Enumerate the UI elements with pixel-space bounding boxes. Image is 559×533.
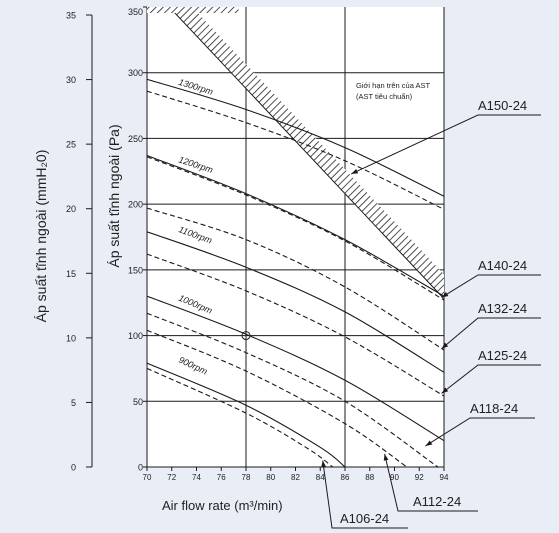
model-leader-A132-24: [441, 317, 541, 350]
model-arrow-A106-24: [321, 460, 326, 468]
x-tick-label-92: 92: [415, 473, 424, 482]
pa-tick-label-0: 0: [138, 463, 143, 473]
fan-curve-8: [147, 312, 439, 467]
left-tick-label-20: 20: [66, 204, 76, 214]
model-leader-A125-24: [441, 364, 541, 394]
x-tick-label-76: 76: [217, 473, 226, 482]
x-tick-label-90: 90: [390, 473, 399, 482]
left-tick-label-15: 15: [66, 269, 76, 279]
right-axis-title: Áp suất tĩnh ngoài (Pa): [106, 124, 122, 267]
fan-curve-11: [147, 367, 333, 467]
model-arrow-A132-24: [441, 342, 449, 349]
left-axis-title: Áp suất tĩnh ngoài (mmH₂0): [33, 150, 49, 323]
pa-tick-label-100: 100: [128, 331, 143, 341]
pa-tick-label-200: 200: [128, 200, 143, 210]
fan-curve-2: [147, 155, 444, 297]
fan-curve-9: [147, 329, 408, 467]
x-tick-label-70: 70: [143, 473, 152, 482]
pa-tick-label-300: 300: [128, 68, 143, 78]
x-tick-label-84: 84: [316, 473, 325, 482]
model-label-A132-24: A132-24: [478, 301, 527, 316]
left-tick-label-5: 5: [71, 398, 76, 408]
x-tick-label-86: 86: [341, 473, 350, 482]
fan-curve-3: [147, 156, 444, 301]
x-tick-label-94: 94: [440, 473, 449, 482]
limit-note-line1: Giới hạn trên của AST: [356, 81, 431, 90]
fan-curve-7: [147, 295, 444, 442]
model-leader-A106-24: [322, 460, 408, 529]
x-tick-label-88: 88: [365, 473, 374, 482]
model-arrow-A140-24: [441, 291, 449, 298]
x-axis: 70 72 74 76 78 80 82 84 86 88 90 92 94: [143, 467, 449, 482]
model-label-A112-24: A112-24: [413, 494, 461, 509]
model-leader-A150-24: [350, 114, 541, 175]
model-label-A106-24: A106-24: [340, 511, 389, 526]
x-tick-label-74: 74: [192, 473, 201, 482]
x-tick-label-80: 80: [266, 473, 275, 482]
model-leader-A140-24: [441, 274, 541, 298]
fan-curve-0: [147, 78, 444, 197]
fan-curve-10: [147, 362, 346, 467]
limit-note: Giới hạn trên của AST (AST tiêu chuẩn): [356, 81, 431, 101]
right-axis-pa: 0 50 100 150 200 250 300 350: [128, 6, 147, 473]
model-arrow-A150-24: [351, 168, 359, 174]
pa-tick-label-350: 350: [128, 7, 143, 17]
operating-point-marker: [241, 331, 251, 341]
model-arrow-A118-24: [425, 440, 433, 446]
pa-tick-label-150: 150: [128, 265, 143, 275]
left-tick-label-10: 10: [66, 333, 76, 343]
model-label-A125-24: A125-24: [478, 348, 527, 363]
model-arrow-A112-24: [383, 453, 389, 461]
left-tick-label-0: 0: [71, 463, 76, 473]
model-leader-A118-24: [425, 417, 535, 447]
model-arrow-A125-24: [441, 387, 449, 394]
model-leader-A112-24: [384, 453, 478, 512]
left-tick-label-35: 35: [66, 11, 76, 21]
x-tick-label-78: 78: [242, 473, 251, 482]
x-tick-label-72: 72: [167, 473, 176, 482]
left-axis-mmh2o: 0 5 10 15 20 25 30 35: [66, 11, 93, 473]
x-axis-title: Air flow rate (m³/min): [162, 498, 283, 513]
left-tick-label-25: 25: [66, 140, 76, 150]
top-hatch-strip: [147, 7, 239, 13]
pa-tick-label-50: 50: [133, 397, 143, 407]
model-label-A118-24: A118-24: [470, 401, 518, 416]
left-tick-label-30: 30: [66, 75, 76, 85]
model-label-A140-24: A140-24: [478, 258, 527, 273]
x-tick-label-82: 82: [291, 473, 300, 482]
fan-curves: [147, 78, 444, 467]
limit-note-line2: (AST tiêu chuẩn): [356, 92, 413, 101]
fan-curve-5: [147, 231, 444, 373]
model-label-A150-24: A150-24: [478, 98, 527, 113]
fan-curve-1: [147, 90, 444, 210]
model-labels: A150-24 A140-24 A132-24 A125-24 A118-24 A112-…: [321, 98, 541, 529]
pa-tick-label-250: 250: [128, 134, 143, 144]
